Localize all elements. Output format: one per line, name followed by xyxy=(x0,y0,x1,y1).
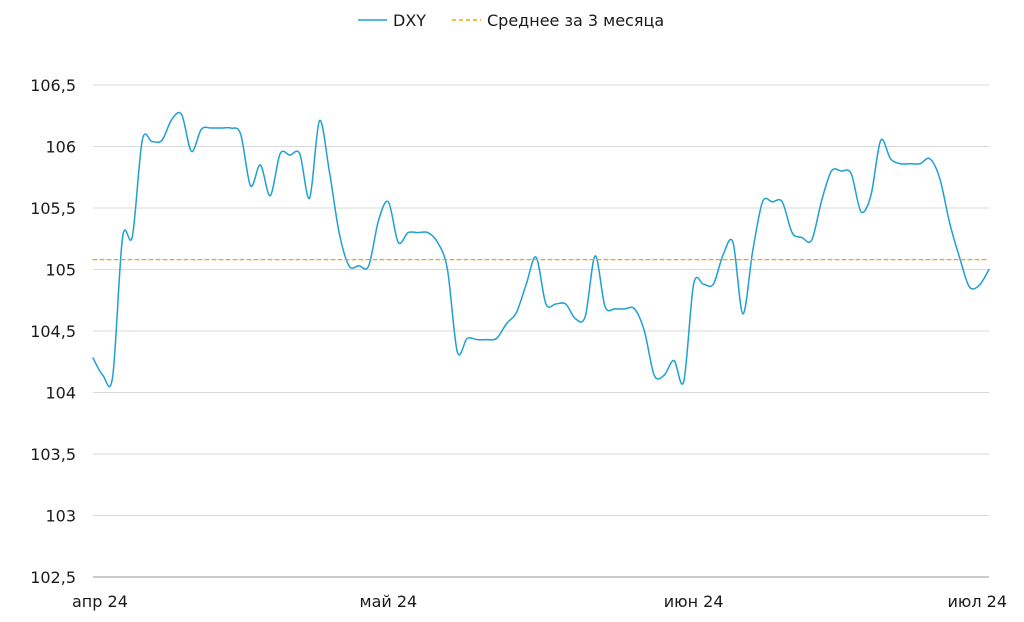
y-tick-label: 105 xyxy=(45,261,76,280)
legend: DXY Среднее за 3 месяца xyxy=(358,11,664,30)
x-tick-label: апр 24 xyxy=(72,592,128,611)
legend-label-dxy: DXY xyxy=(393,11,426,30)
y-tick-label: 103 xyxy=(45,507,76,526)
y-tick-label: 106 xyxy=(45,138,76,157)
y-axis-tick-labels: 106,5 106 105,5 105 104,5 104 103,5 103 102,5 xyxy=(30,76,76,587)
y-tick-label: 104,5 xyxy=(30,322,76,341)
series-lines xyxy=(92,111,990,388)
x-tick-label: июл 24 xyxy=(947,592,1007,611)
x-tick-label: май 24 xyxy=(360,592,418,611)
y-tick-label: 102,5 xyxy=(30,568,76,587)
y-tick-label: 104 xyxy=(45,384,76,403)
y-tick-label: 103,5 xyxy=(30,445,76,464)
y-tick-label: 106,5 xyxy=(30,76,76,95)
y-tick-label: 105,5 xyxy=(30,199,76,218)
x-tick-label: июн 24 xyxy=(664,592,724,611)
gridlines xyxy=(93,84,989,578)
dxy-line xyxy=(92,111,990,388)
legend-label-3m-average: Среднее за 3 месяца xyxy=(487,11,664,30)
x-axis-tick-labels: апр 24 май 24 июн 24 июл 24 xyxy=(72,592,1007,611)
